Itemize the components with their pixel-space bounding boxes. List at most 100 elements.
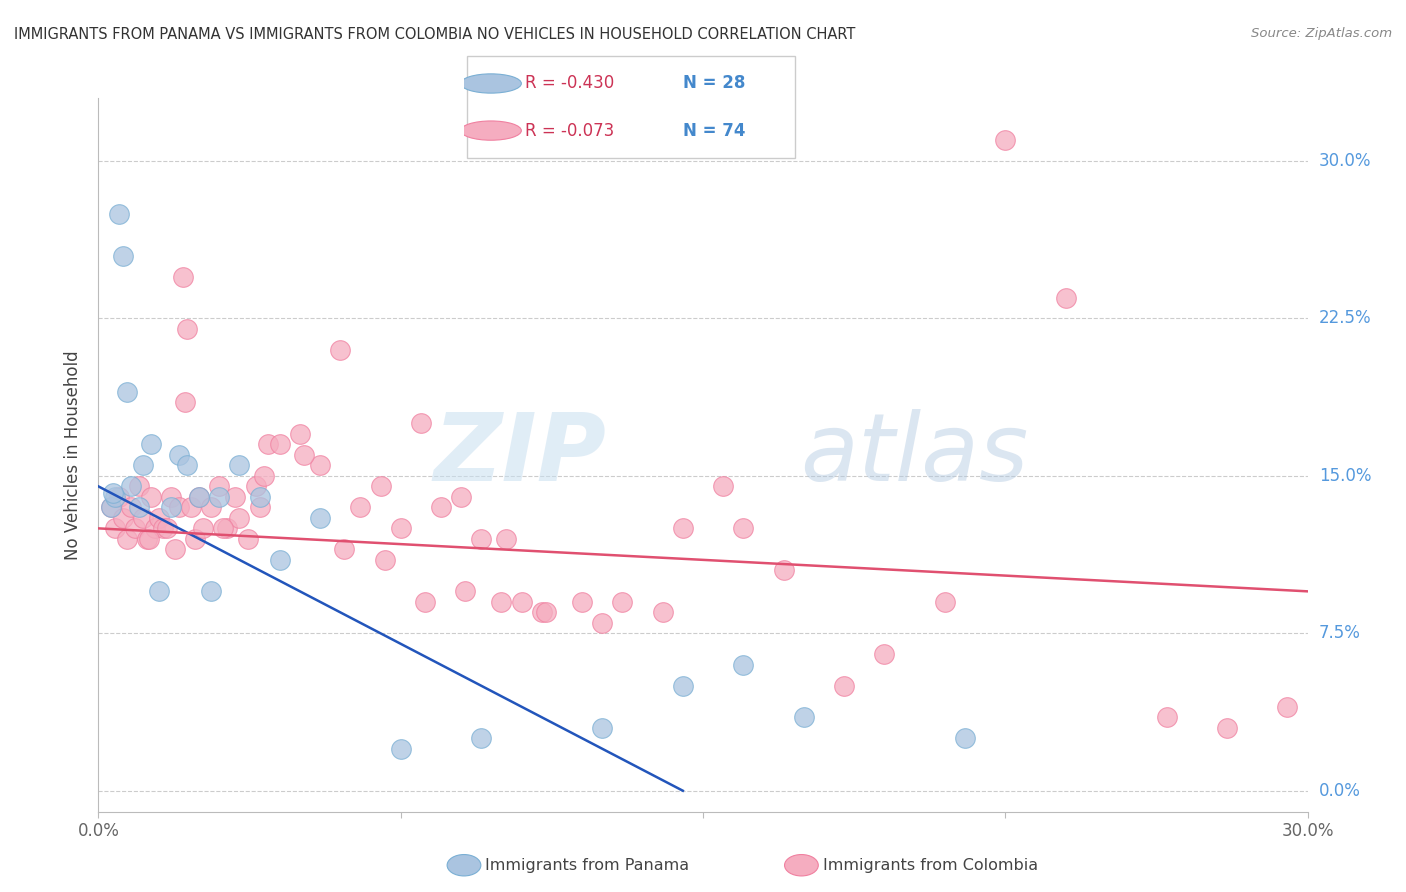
Text: 30.0%: 30.0% [1319,152,1371,170]
Point [160,490,183,504]
Point [832,679,855,693]
Text: 7.5%: 7.5% [1319,624,1361,642]
Point [138,532,160,546]
Point [148,511,170,525]
Point [651,605,673,619]
Point [253,469,276,483]
Text: Source: ZipAtlas.com: Source: ZipAtlas.com [1251,27,1392,40]
Point [309,511,332,525]
Y-axis label: No Vehicles in Household: No Vehicles in Household [65,350,83,560]
Point [309,458,332,473]
Point [120,500,142,515]
Point [111,248,134,262]
Point [994,133,1017,147]
Point [491,595,513,609]
Point [329,343,352,357]
Point [534,605,557,619]
Point [124,521,146,535]
Text: 0.0%: 0.0% [1319,781,1361,800]
Point [217,521,239,535]
Point [530,605,553,619]
Point [292,448,315,462]
Point [208,490,231,504]
Text: R = -0.430: R = -0.430 [524,75,614,93]
Point [143,521,166,535]
Point [103,521,125,535]
Point [934,595,956,609]
Point [389,521,412,535]
Point [115,532,138,546]
Point [128,479,150,493]
Point [101,485,124,500]
Point [228,458,250,473]
Point [172,269,194,284]
Point [135,532,157,546]
Point [228,511,250,525]
Point [1054,291,1077,305]
Point [450,490,472,504]
Point [176,458,198,473]
Point [212,521,235,535]
Point [200,584,222,599]
Point [470,532,492,546]
Point [370,479,392,493]
Point [107,490,129,504]
Point [132,511,155,525]
Point [167,500,190,515]
Point [148,584,170,599]
Point [333,542,356,557]
Point [128,500,150,515]
Point [174,395,197,409]
Point [672,679,695,693]
Point [772,563,794,577]
Point [873,648,896,662]
Point [374,553,396,567]
Point [591,615,613,630]
Point [249,500,271,515]
Text: N = 28: N = 28 [683,75,745,93]
Text: N = 74: N = 74 [683,121,745,139]
Point [100,500,122,515]
Point [495,532,517,546]
Point [245,479,267,493]
Point [454,584,477,599]
Point [1216,721,1239,735]
Text: Immigrants from Panama: Immigrants from Panama [485,858,689,872]
Point [111,511,134,525]
Text: ZIP: ZIP [433,409,606,501]
Circle shape [461,74,522,93]
Point [107,206,129,220]
Point [139,437,162,451]
Text: 22.5%: 22.5% [1319,310,1371,327]
Point [188,490,211,504]
Point [711,479,734,493]
Point [103,490,125,504]
Circle shape [461,121,522,140]
Point [163,542,186,557]
Point [200,500,222,515]
Point [733,521,755,535]
Point [269,553,291,567]
Point [156,521,179,535]
Point [510,595,533,609]
Point [1156,710,1178,724]
Point [430,500,453,515]
Point [571,595,593,609]
Point [409,417,432,431]
Text: IMMIGRANTS FROM PANAMA VS IMMIGRANTS FROM COLOMBIA NO VEHICLES IN HOUSEHOLD CORR: IMMIGRANTS FROM PANAMA VS IMMIGRANTS FRO… [14,27,855,42]
Point [139,490,162,504]
FancyBboxPatch shape [467,55,794,159]
Point [389,741,412,756]
Point [184,532,207,546]
Point [256,437,278,451]
Point [733,657,755,672]
Point [349,500,371,515]
Point [167,448,190,462]
Text: R = -0.073: R = -0.073 [524,121,614,139]
Point [176,322,198,336]
Point [591,721,613,735]
Point [1277,699,1299,714]
Point [236,532,259,546]
Point [100,500,122,515]
Point [188,490,211,504]
